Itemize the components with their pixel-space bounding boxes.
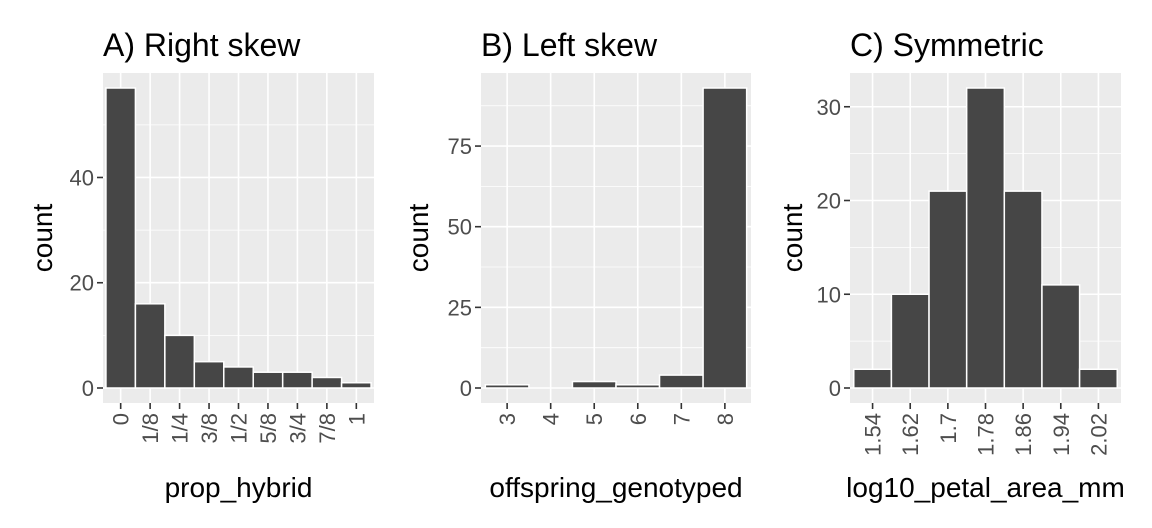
x-tick-label: 1 — [344, 413, 369, 425]
chart-panel-symmetric: 0 10 20 30 1.54 1.62 1.7 1.78 1.86 1.94 2.02 C) Sym… — [777, 27, 1125, 503]
chart-title: B) Left skew — [481, 27, 658, 63]
y-tick-label: 50 — [448, 215, 472, 240]
x-tick-label: 1.54 — [861, 413, 886, 456]
y-tick-label: 0 — [460, 376, 472, 401]
histogram-bar — [223, 366, 254, 389]
chart-panel-right-skew: 0 20 40 0 1/8 1/4 3/8 1/2 5/8 3/4 7/8 1 A) Right ske… — [27, 27, 374, 503]
histogram-bar — [164, 334, 196, 389]
chart-title: C) Symmetric — [850, 27, 1044, 63]
x-tick-label: 4 — [539, 413, 564, 425]
x-tick-label: 3/4 — [285, 413, 310, 444]
histogram-bar — [484, 384, 530, 389]
histogram-bar — [928, 190, 968, 389]
y-tick-label: 40 — [70, 165, 94, 190]
x-tick-label: 3/8 — [197, 413, 222, 444]
histogram-bar — [890, 293, 930, 389]
histogram-bar — [105, 87, 137, 389]
histogram-bar — [281, 371, 313, 389]
histogram-bar — [658, 374, 704, 389]
y-tick-label: 0 — [829, 376, 841, 401]
x-tick-label: 1.7 — [936, 413, 961, 444]
histogram-bar — [615, 384, 661, 389]
histogram-bar — [965, 87, 1006, 389]
x-tick-label: 0 — [109, 413, 134, 425]
x-axis-title: offspring_genotyped — [489, 472, 742, 503]
x-tick-label: 1/4 — [168, 413, 193, 444]
chart-panel-left-skew: 0 25 50 75 3 4 5 6 7 8 B) Left skew offspring_genot… — [403, 27, 751, 503]
x-tick-label: 8 — [713, 413, 738, 425]
x-tick-label: 1.86 — [1011, 413, 1036, 456]
histogram-bar — [252, 371, 284, 389]
x-tick-label: 5 — [582, 413, 607, 425]
histogram-bar — [702, 87, 748, 389]
histogram-bar — [340, 381, 372, 389]
histogram-bar — [853, 368, 893, 389]
x-tick-label: 1.94 — [1049, 413, 1074, 456]
chart-title: A) Right skew — [103, 27, 301, 63]
y-axis-title: count — [403, 204, 434, 273]
x-tick-label: 1.78 — [974, 413, 999, 456]
x-tick-label: 2.02 — [1086, 413, 1111, 456]
x-tick-label: 3 — [495, 413, 520, 425]
y-tick-label: 75 — [448, 134, 472, 159]
histogram-bar — [134, 303, 166, 389]
y-tick-label: 10 — [817, 282, 841, 307]
y-tick-label: 30 — [817, 95, 841, 120]
y-axis-title: count — [777, 204, 808, 273]
x-tick-label: 6 — [626, 413, 651, 425]
y-tick-label: 0 — [82, 376, 94, 401]
histogram-bar — [1078, 368, 1118, 389]
y-tick-label: 20 — [70, 271, 94, 296]
histogram-bar — [571, 380, 617, 389]
x-tick-label: 7 — [669, 413, 694, 425]
x-tick-label: 7/8 — [315, 413, 340, 444]
y-axis-title: count — [27, 204, 58, 273]
histogram-bar — [1041, 284, 1081, 389]
histogram-bar — [193, 360, 225, 389]
histogram-bar — [1003, 190, 1043, 389]
x-tick-label: 1/8 — [138, 413, 163, 444]
x-tick-label: 1/2 — [227, 413, 252, 444]
histogram-bar — [311, 376, 343, 389]
y-tick-label: 20 — [817, 189, 841, 214]
x-axis-title: prop_hybrid — [165, 472, 313, 503]
x-tick-label: 5/8 — [256, 413, 281, 444]
x-tick-label: 1.62 — [898, 413, 923, 456]
x-axis-title: log10_petal_area_mm — [846, 472, 1125, 503]
y-tick-label: 25 — [448, 295, 472, 320]
